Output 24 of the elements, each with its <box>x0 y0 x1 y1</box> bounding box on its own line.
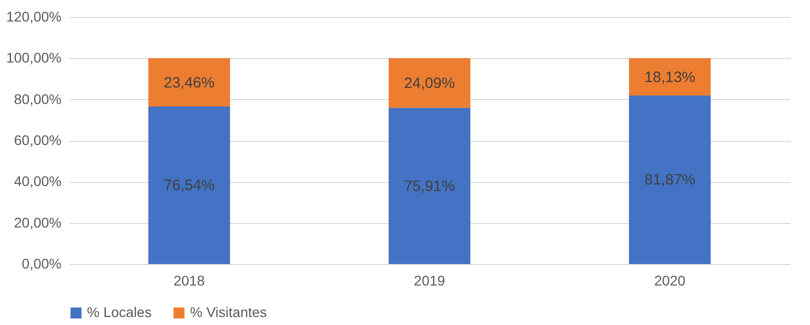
legend-label: % Visitantes <box>190 304 267 320</box>
bar <box>628 95 711 264</box>
y-tick-label: 20,00% <box>14 214 62 230</box>
data-label: 75,91% <box>404 178 455 195</box>
bar <box>388 108 470 264</box>
data-label: 24,09% <box>404 74 455 92</box>
y-tick-label: 0,00% <box>22 256 62 272</box>
bar <box>628 58 711 96</box>
x-tick-label: 2018 <box>174 272 205 288</box>
bar <box>388 58 470 108</box>
y-tick-label: 40,00% <box>14 173 62 190</box>
y-tick-label: 60,00% <box>14 132 62 148</box>
data-label: 18,13% <box>644 68 696 86</box>
y-tick-label: 120,00% <box>6 8 62 24</box>
legend-label: % Locales <box>87 304 152 320</box>
x-tick-label: 2020 <box>654 272 686 288</box>
bar <box>148 106 230 264</box>
y-tick-label: 100,00% <box>6 50 62 66</box>
x-tick-label: 2019 <box>414 272 446 288</box>
data-label: 23,46% <box>164 74 215 92</box>
bar <box>148 58 230 106</box>
data-label: 81,87% <box>644 172 696 189</box>
data-label: 76,54% <box>164 177 215 194</box>
y-tick-label: 80,00% <box>14 90 62 107</box>
